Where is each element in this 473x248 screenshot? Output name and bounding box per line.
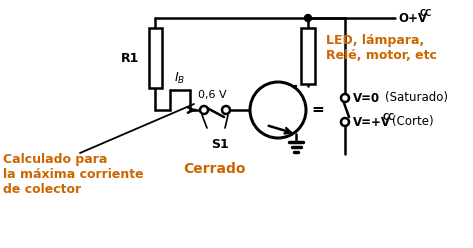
- Text: O+V: O+V: [398, 11, 427, 25]
- Circle shape: [341, 94, 349, 102]
- Text: S1: S1: [211, 138, 229, 151]
- Text: =: =: [311, 102, 324, 118]
- Text: (Saturado): (Saturado): [385, 92, 448, 104]
- Circle shape: [222, 106, 230, 114]
- Text: Calculado para
la máxima corriente
de colector: Calculado para la máxima corriente de co…: [3, 153, 144, 196]
- Text: Cerrado: Cerrado: [183, 162, 245, 176]
- Circle shape: [305, 14, 312, 22]
- Text: CC: CC: [420, 9, 432, 19]
- Circle shape: [250, 82, 306, 138]
- Circle shape: [200, 106, 208, 114]
- Text: R1: R1: [121, 52, 139, 64]
- Text: V=+V: V=+V: [353, 116, 391, 128]
- Text: $I_B$: $I_B$: [175, 71, 185, 86]
- Bar: [149, 28, 161, 88]
- Text: (Corte): (Corte): [392, 116, 434, 128]
- Text: 0,6 V: 0,6 V: [198, 90, 226, 100]
- Text: V=0: V=0: [353, 92, 380, 104]
- Circle shape: [341, 118, 349, 126]
- Bar: [301, 28, 315, 84]
- Text: LED, lámpara,
Relé, motor, etc: LED, lámpara, Relé, motor, etc: [326, 34, 437, 62]
- Text: CC: CC: [383, 114, 395, 123]
